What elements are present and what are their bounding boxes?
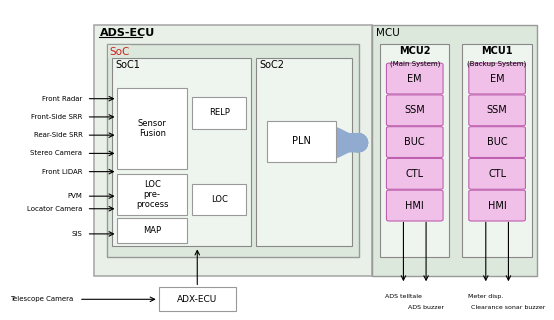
FancyBboxPatch shape bbox=[469, 95, 525, 126]
FancyBboxPatch shape bbox=[387, 63, 443, 94]
Text: RELP: RELP bbox=[209, 108, 229, 117]
Text: MAP: MAP bbox=[143, 226, 161, 235]
Bar bbox=[380, 44, 449, 258]
Text: Front Radar: Front Radar bbox=[42, 96, 83, 102]
Bar bbox=[267, 121, 336, 162]
Text: PLN: PLN bbox=[292, 136, 311, 146]
Text: SSM: SSM bbox=[404, 105, 425, 115]
FancyBboxPatch shape bbox=[387, 127, 443, 157]
FancyBboxPatch shape bbox=[469, 158, 525, 189]
Text: Clearance sonar buzzer: Clearance sonar buzzer bbox=[471, 305, 546, 310]
Bar bbox=[107, 44, 360, 258]
Text: LOC
pre-
process: LOC pre- process bbox=[136, 180, 168, 210]
Bar bbox=[117, 218, 187, 243]
Text: (Backup System): (Backup System) bbox=[468, 60, 527, 67]
Bar bbox=[112, 58, 252, 246]
Text: Locator Camera: Locator Camera bbox=[27, 206, 83, 212]
Text: PVM: PVM bbox=[68, 193, 83, 199]
Text: Stereo Camera: Stereo Camera bbox=[30, 150, 83, 156]
FancyBboxPatch shape bbox=[387, 190, 443, 221]
Text: ADS telltale: ADS telltale bbox=[385, 294, 422, 299]
Text: ADS-ECU: ADS-ECU bbox=[100, 28, 155, 38]
Text: SIS: SIS bbox=[71, 231, 83, 237]
Text: ADS buzzer: ADS buzzer bbox=[408, 305, 444, 310]
Text: HMI: HMI bbox=[406, 201, 424, 211]
Bar bbox=[192, 97, 246, 129]
Text: CTL: CTL bbox=[406, 169, 424, 179]
Text: EM: EM bbox=[407, 74, 422, 84]
Text: BUC: BUC bbox=[487, 137, 507, 147]
Bar bbox=[257, 58, 352, 246]
Bar bbox=[158, 287, 236, 311]
Text: MCU2: MCU2 bbox=[399, 46, 430, 56]
Text: Meter disp.: Meter disp. bbox=[468, 294, 504, 299]
Text: Sensor
Fusion: Sensor Fusion bbox=[138, 119, 167, 138]
FancyBboxPatch shape bbox=[387, 158, 443, 189]
Text: BUC: BUC bbox=[404, 137, 425, 147]
Bar bbox=[117, 88, 187, 169]
Text: Front LiDAR: Front LiDAR bbox=[42, 169, 83, 175]
Text: SoC: SoC bbox=[110, 47, 130, 57]
Bar bbox=[94, 25, 372, 276]
FancyBboxPatch shape bbox=[387, 95, 443, 126]
Text: EM: EM bbox=[490, 74, 505, 84]
FancyBboxPatch shape bbox=[469, 63, 525, 94]
FancyBboxPatch shape bbox=[469, 190, 525, 221]
Text: Telescope Camera: Telescope Camera bbox=[11, 296, 74, 302]
Text: ADX-ECU: ADX-ECU bbox=[177, 295, 217, 304]
Text: MCU1: MCU1 bbox=[481, 46, 513, 56]
FancyBboxPatch shape bbox=[469, 127, 525, 157]
Text: SSM: SSM bbox=[487, 105, 507, 115]
Bar bbox=[372, 25, 537, 276]
Text: (Main System): (Main System) bbox=[389, 60, 440, 67]
Text: Rear-Side SRR: Rear-Side SRR bbox=[34, 132, 83, 138]
Text: Front-Side SRR: Front-Side SRR bbox=[31, 114, 83, 120]
Text: CTL: CTL bbox=[488, 169, 506, 179]
Text: MCU: MCU bbox=[376, 28, 399, 38]
Bar bbox=[192, 184, 246, 215]
Text: HMI: HMI bbox=[488, 201, 506, 211]
Text: LOC: LOC bbox=[211, 195, 228, 204]
Bar bbox=[117, 174, 187, 215]
Bar bbox=[463, 44, 532, 258]
Text: SoC2: SoC2 bbox=[259, 60, 284, 70]
Text: SoC1: SoC1 bbox=[115, 60, 140, 70]
